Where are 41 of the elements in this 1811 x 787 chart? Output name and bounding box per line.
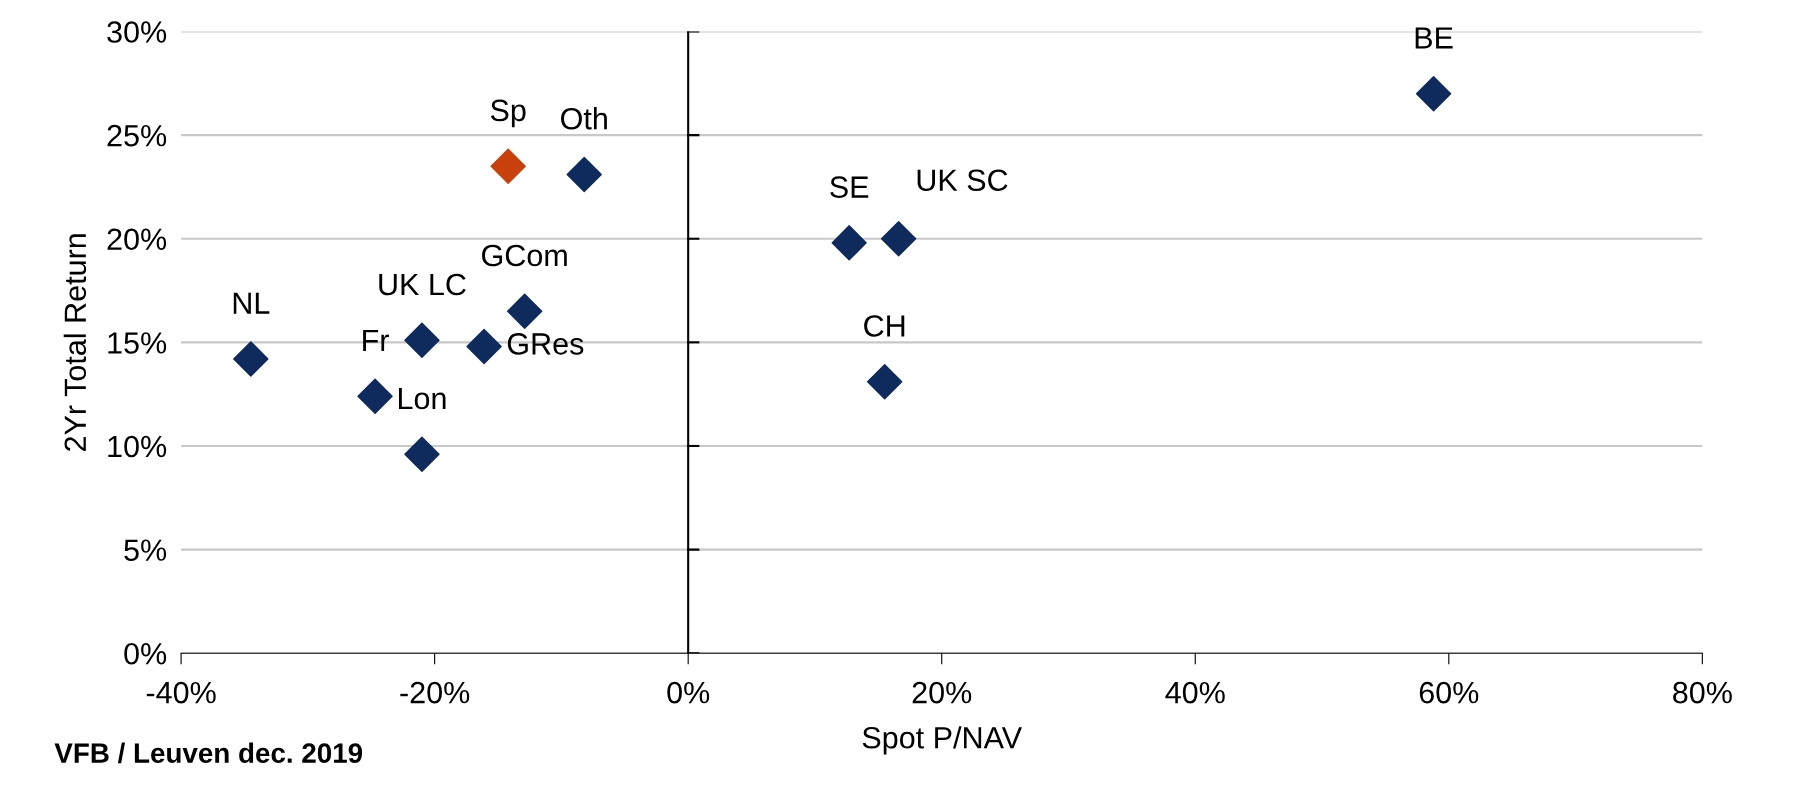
x-tick-label: 80% [1673,681,1732,704]
x-tick-label: -40% [146,681,216,704]
point [866,364,903,400]
y-tick-label: 5% [124,539,167,561]
point [490,148,526,184]
x-tick-label: 40% [1165,681,1225,704]
annotation: NL [233,292,270,314]
point [506,293,543,329]
y-tick-label: 30% [107,21,167,43]
annotation: Oth [561,107,607,130]
x-tick-label: 60% [1419,681,1479,704]
x-tick-label: 0% [667,681,710,704]
point [831,225,867,261]
x-tick-label: 20% [912,681,972,704]
annotation: GRes [507,333,584,355]
point [404,436,440,472]
annotation: Sp [490,99,526,128]
annotation: UK SC [917,169,1008,192]
annotation: Fr [363,329,389,351]
annotation: UK LC [379,273,466,296]
y-tick-label: 10% [108,435,167,458]
annotation: SE [830,176,869,198]
text: VFB / Leuven dec. 2019 [54,742,363,764]
point [233,341,269,377]
x-tick-label: -20% [400,681,470,704]
y-tick-label: 15% [108,332,167,354]
y-tick-label: 0% [124,642,167,665]
point [1415,75,1452,112]
point [566,156,602,193]
annotation: Lon [398,388,446,410]
y-tick-label: 25% [107,124,167,147]
point [357,378,393,414]
annotation: GCom [482,244,567,267]
annotation: BE [1415,27,1453,49]
point [466,328,502,365]
x-axis-title: Spot P/NAV [862,726,1022,755]
annotation: CH [864,315,905,337]
point [404,322,440,358]
point [880,221,917,257]
y-axis-title: 2Yr Total Return [63,234,87,451]
y-tick-label: 20% [107,228,167,251]
